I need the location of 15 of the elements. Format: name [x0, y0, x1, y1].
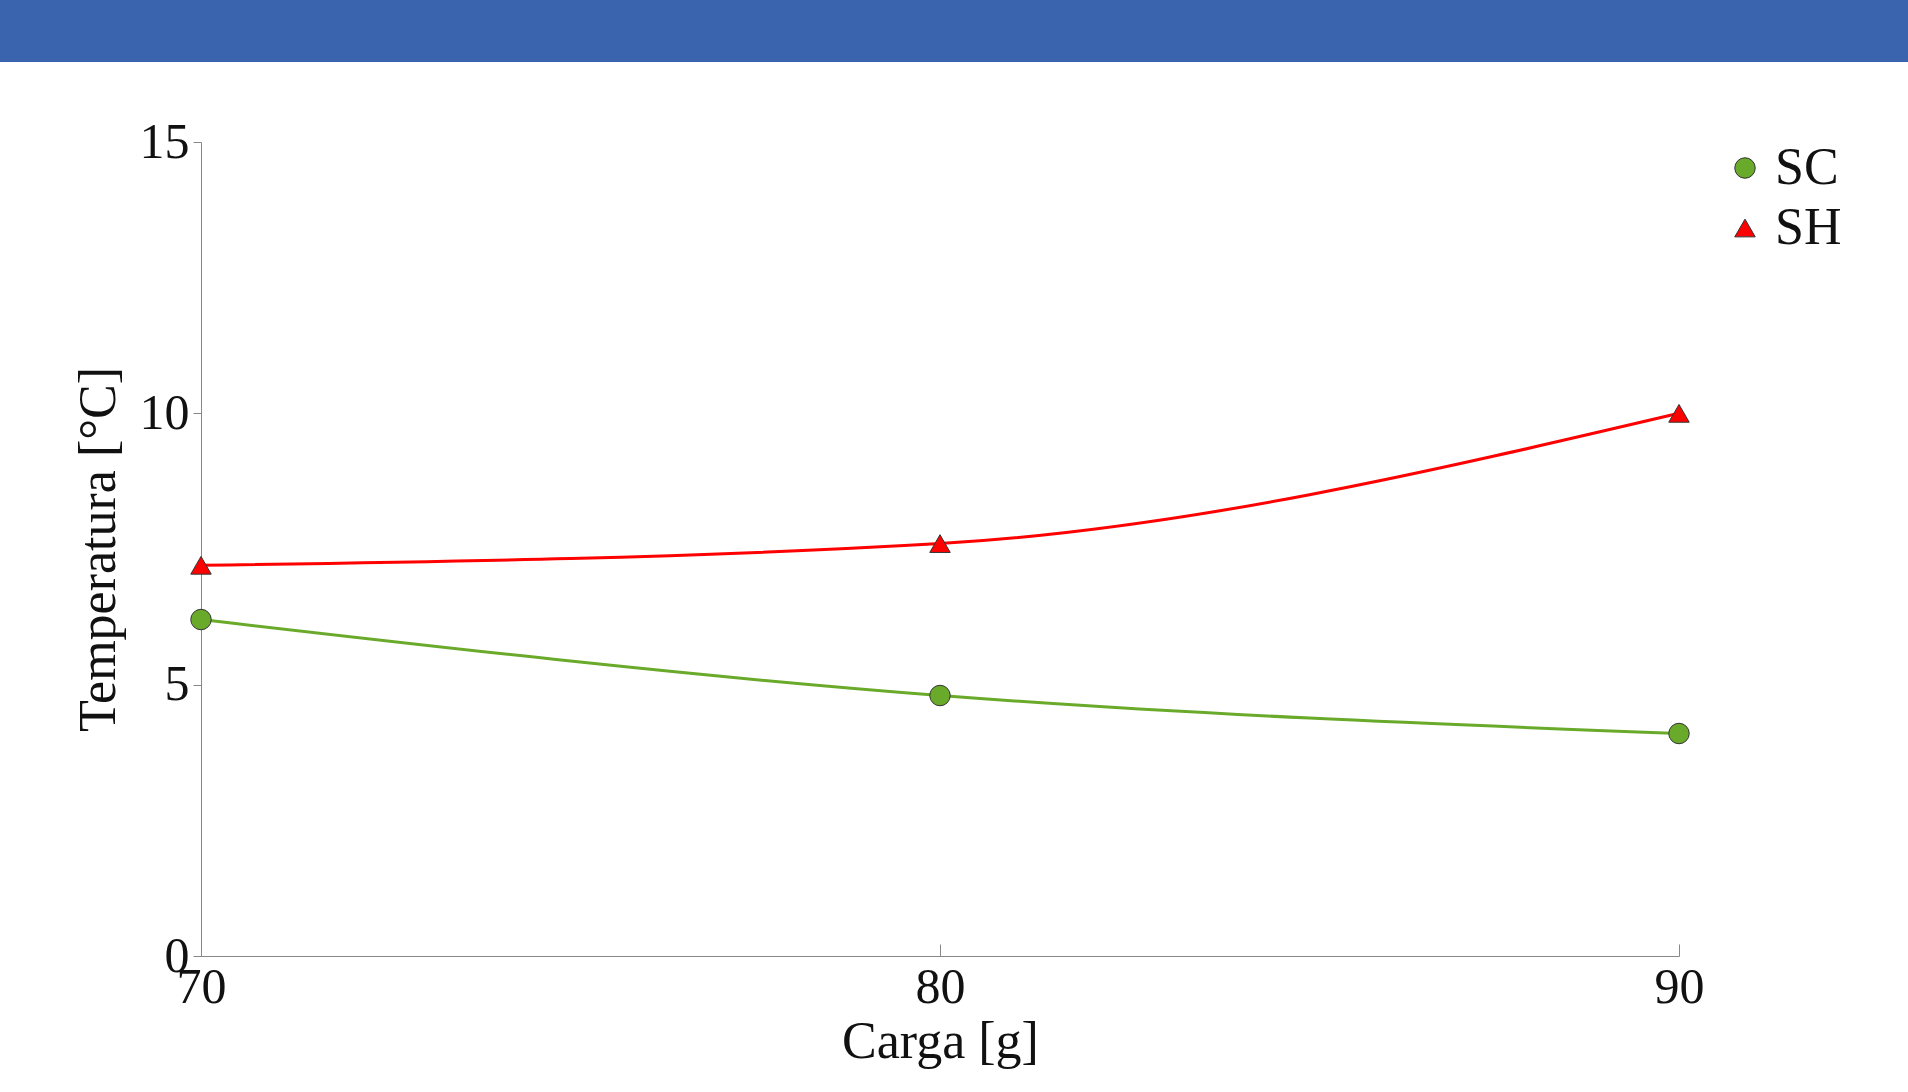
- y-tick-label: 5: [164, 655, 190, 712]
- point: [929, 534, 951, 553]
- x-tick-label: 80: [915, 957, 966, 1014]
- point: [190, 555, 212, 575]
- point: [929, 684, 951, 707]
- x-axis-title: Carga [g]: [842, 1011, 1039, 1069]
- x-tick-label: 90: [1654, 957, 1705, 1014]
- legend-label: SC: [1775, 138, 1839, 195]
- y-tick-label: 15: [139, 112, 190, 169]
- point: [1668, 403, 1690, 423]
- y-axis-title: Temperatura [°C]: [68, 366, 126, 733]
- legend-label: SH: [1775, 198, 1842, 255]
- point: [1668, 722, 1690, 745]
- point: [190, 608, 212, 631]
- y-tick-label: 10: [139, 383, 190, 440]
